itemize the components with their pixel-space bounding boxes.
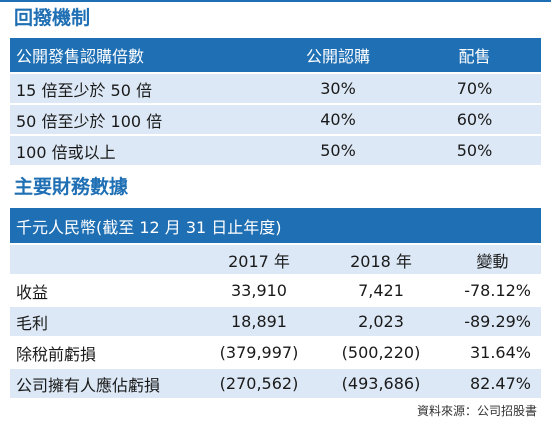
cell-multiple: 50 倍至少於 100 倍 bbox=[16, 111, 163, 131]
cell-item: 公司擁有人應佔虧損 bbox=[16, 375, 161, 395]
header-2017: 2017 年 bbox=[228, 251, 290, 271]
cell-2017: (379,997) bbox=[219, 343, 299, 362]
financials-title: 主要財務數據 bbox=[14, 176, 129, 198]
unit-header: 千元人民幣(截至 12 月 31 日止年度) bbox=[10, 208, 541, 243]
cell-multiple: 15 倍至少於 50 倍 bbox=[16, 80, 152, 100]
cell-change: -89.29% bbox=[464, 312, 531, 331]
clawback-table-header: 公開發售認購倍數 公開認購 配售 bbox=[10, 38, 541, 72]
cell-public: 40% bbox=[320, 110, 356, 129]
table-row: 50 倍至少於 100 倍 40% 60% bbox=[10, 103, 541, 134]
cell-multiple: 100 倍或以上 bbox=[16, 142, 116, 162]
cell-2018: (500,220) bbox=[341, 343, 421, 362]
clawback-table: 公開發售認購倍數 公開認購 配售 15 倍至少於 50 倍 30% 70% 50… bbox=[10, 38, 541, 165]
source-note: 資料來源：公司招股書 bbox=[416, 404, 537, 418]
cell-2017: 18,891 bbox=[231, 312, 287, 331]
table-row: 除稅前虧損 (379,997) (500,220) 31.64% bbox=[10, 336, 541, 367]
cell-item: 收益 bbox=[16, 282, 49, 302]
table-row: 15 倍至少於 50 倍 30% 70% bbox=[10, 72, 541, 103]
cell-2018: 7,421 bbox=[358, 281, 404, 300]
cell-change: -78.12% bbox=[464, 281, 531, 300]
financials-table: 千元人民幣(截至 12 月 31 日止年度) 2017 年 2018 年 變動 … bbox=[10, 208, 541, 398]
cell-placing: 50% bbox=[456, 141, 493, 160]
cell-2018: 2,023 bbox=[358, 312, 404, 331]
cell-2017: 33,910 bbox=[231, 281, 287, 300]
cell-placing: 60% bbox=[456, 110, 493, 129]
cell-public: 30% bbox=[320, 79, 356, 98]
cell-item: 除稅前虧損 bbox=[16, 344, 97, 364]
top-rule bbox=[0, 0, 551, 2]
cell-2018: (493,686) bbox=[341, 374, 421, 393]
header-placing: 配售 bbox=[458, 47, 491, 66]
header-item bbox=[10, 245, 200, 274]
table-row: 100 倍或以上 50% 50% bbox=[10, 134, 541, 165]
cell-public: 50% bbox=[320, 141, 356, 160]
table-row: 收益 33,910 7,421 -78.12% bbox=[10, 274, 541, 305]
cell-change: 31.64% bbox=[469, 343, 531, 362]
mechanism-title: 回撥機制 bbox=[14, 7, 91, 29]
table-row: 公司擁有人應佔虧損 (270,562) (493,686) 82.47% bbox=[10, 367, 541, 398]
cell-placing: 70% bbox=[456, 79, 493, 98]
header-change: 變動 bbox=[476, 251, 509, 271]
column-header-row: 2017 年 2018 年 變動 bbox=[10, 243, 541, 274]
cell-change: 82.47% bbox=[469, 374, 531, 393]
cell-item: 毛利 bbox=[16, 313, 49, 333]
header-2018: 2018 年 bbox=[350, 251, 412, 271]
header-oversubscription: 公開發售認購倍數 bbox=[16, 47, 145, 66]
cell-2017: (270,562) bbox=[219, 374, 299, 393]
table-row: 毛利 18,891 2,023 -89.29% bbox=[10, 305, 541, 336]
header-public-offer: 公開認購 bbox=[305, 47, 370, 66]
